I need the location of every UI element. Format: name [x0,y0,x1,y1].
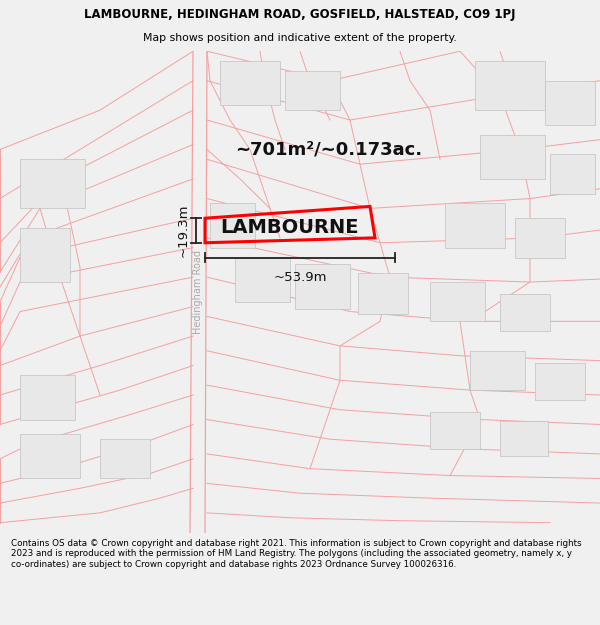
Text: ~701m²/~0.173ac.: ~701m²/~0.173ac. [235,141,422,159]
Bar [430,282,485,321]
Bar [515,218,565,258]
Bar [550,154,595,194]
Bar [285,71,340,110]
Bar [475,61,545,110]
Bar [20,159,85,208]
Bar [535,362,585,400]
Text: LAMBOURNE, HEDINGHAM ROAD, GOSFIELD, HALSTEAD, CO9 1PJ: LAMBOURNE, HEDINGHAM ROAD, GOSFIELD, HAL… [84,8,516,21]
Bar [20,376,75,419]
Bar [470,351,525,390]
Bar [445,204,505,248]
Bar [210,204,255,248]
Bar [295,264,350,309]
Text: Map shows position and indicative extent of the property.: Map shows position and indicative extent… [143,33,457,44]
Bar [358,273,408,314]
Text: ~19.3m: ~19.3m [177,204,190,258]
Bar [20,434,80,479]
Bar [500,421,548,456]
Text: Hedingham Road: Hedingham Road [193,250,203,334]
Bar [545,81,595,125]
Bar [20,228,70,282]
Bar [220,61,280,105]
Bar [235,258,290,302]
Bar [500,294,550,331]
Bar [480,135,545,179]
Bar [430,412,480,449]
Text: LAMBOURNE: LAMBOURNE [221,217,359,236]
Bar [100,439,150,479]
Text: ~53.9m: ~53.9m [273,271,327,284]
Text: Contains OS data © Crown copyright and database right 2021. This information is : Contains OS data © Crown copyright and d… [11,539,581,569]
